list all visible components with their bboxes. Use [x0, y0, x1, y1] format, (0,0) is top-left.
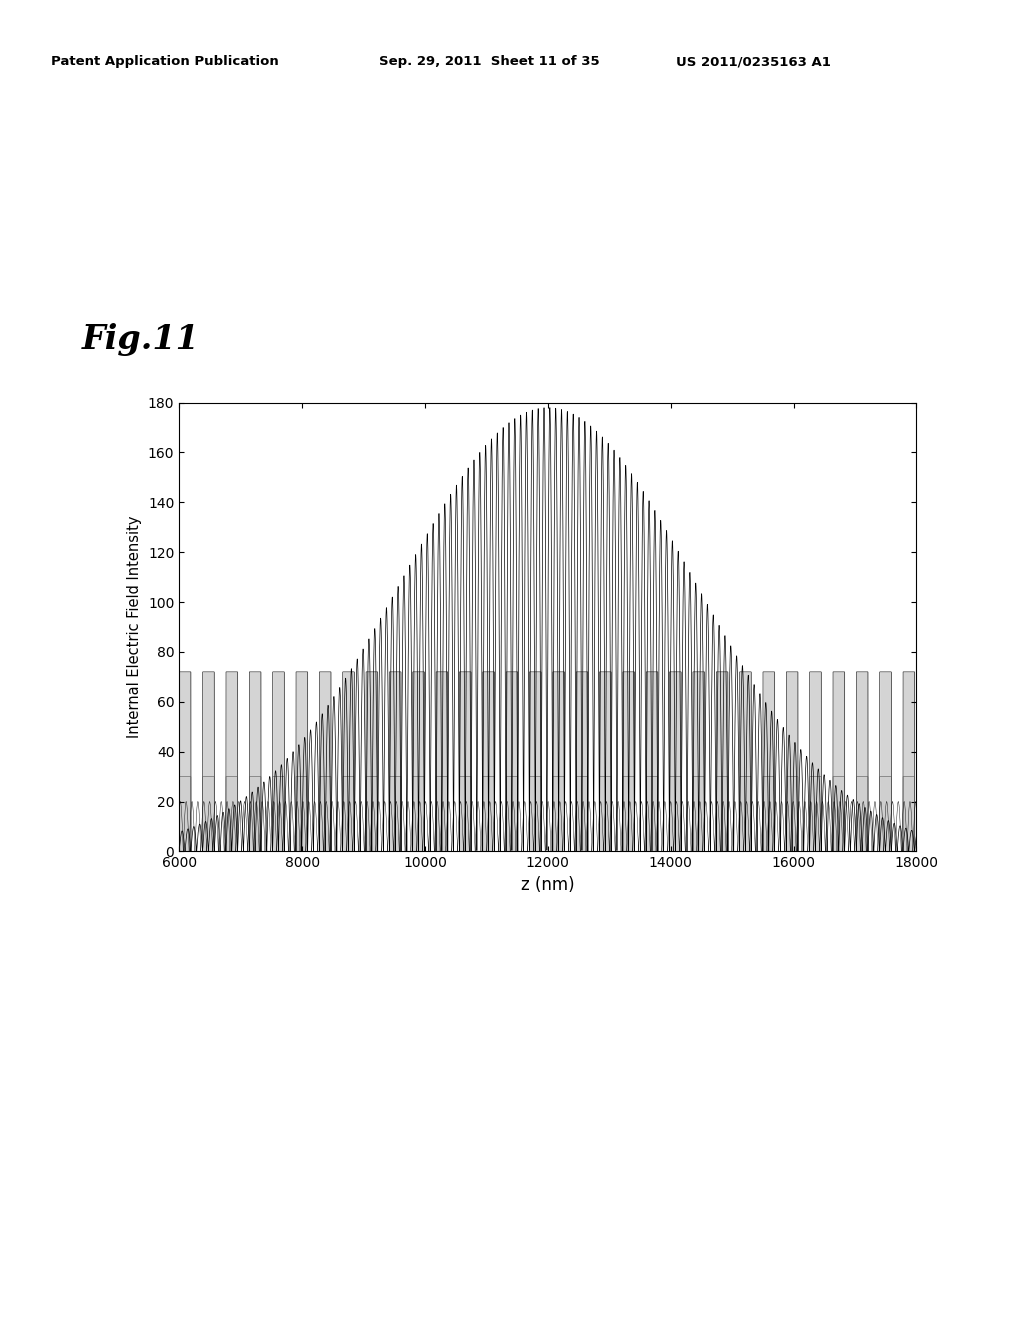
Y-axis label: Internal Electric Field Intensity: Internal Electric Field Intensity — [127, 516, 142, 738]
X-axis label: z (nm): z (nm) — [521, 875, 574, 894]
Text: Sep. 29, 2011  Sheet 11 of 35: Sep. 29, 2011 Sheet 11 of 35 — [379, 55, 599, 69]
Text: US 2011/0235163 A1: US 2011/0235163 A1 — [676, 55, 830, 69]
Text: Patent Application Publication: Patent Application Publication — [51, 55, 279, 69]
Text: Fig.11: Fig.11 — [82, 323, 200, 356]
